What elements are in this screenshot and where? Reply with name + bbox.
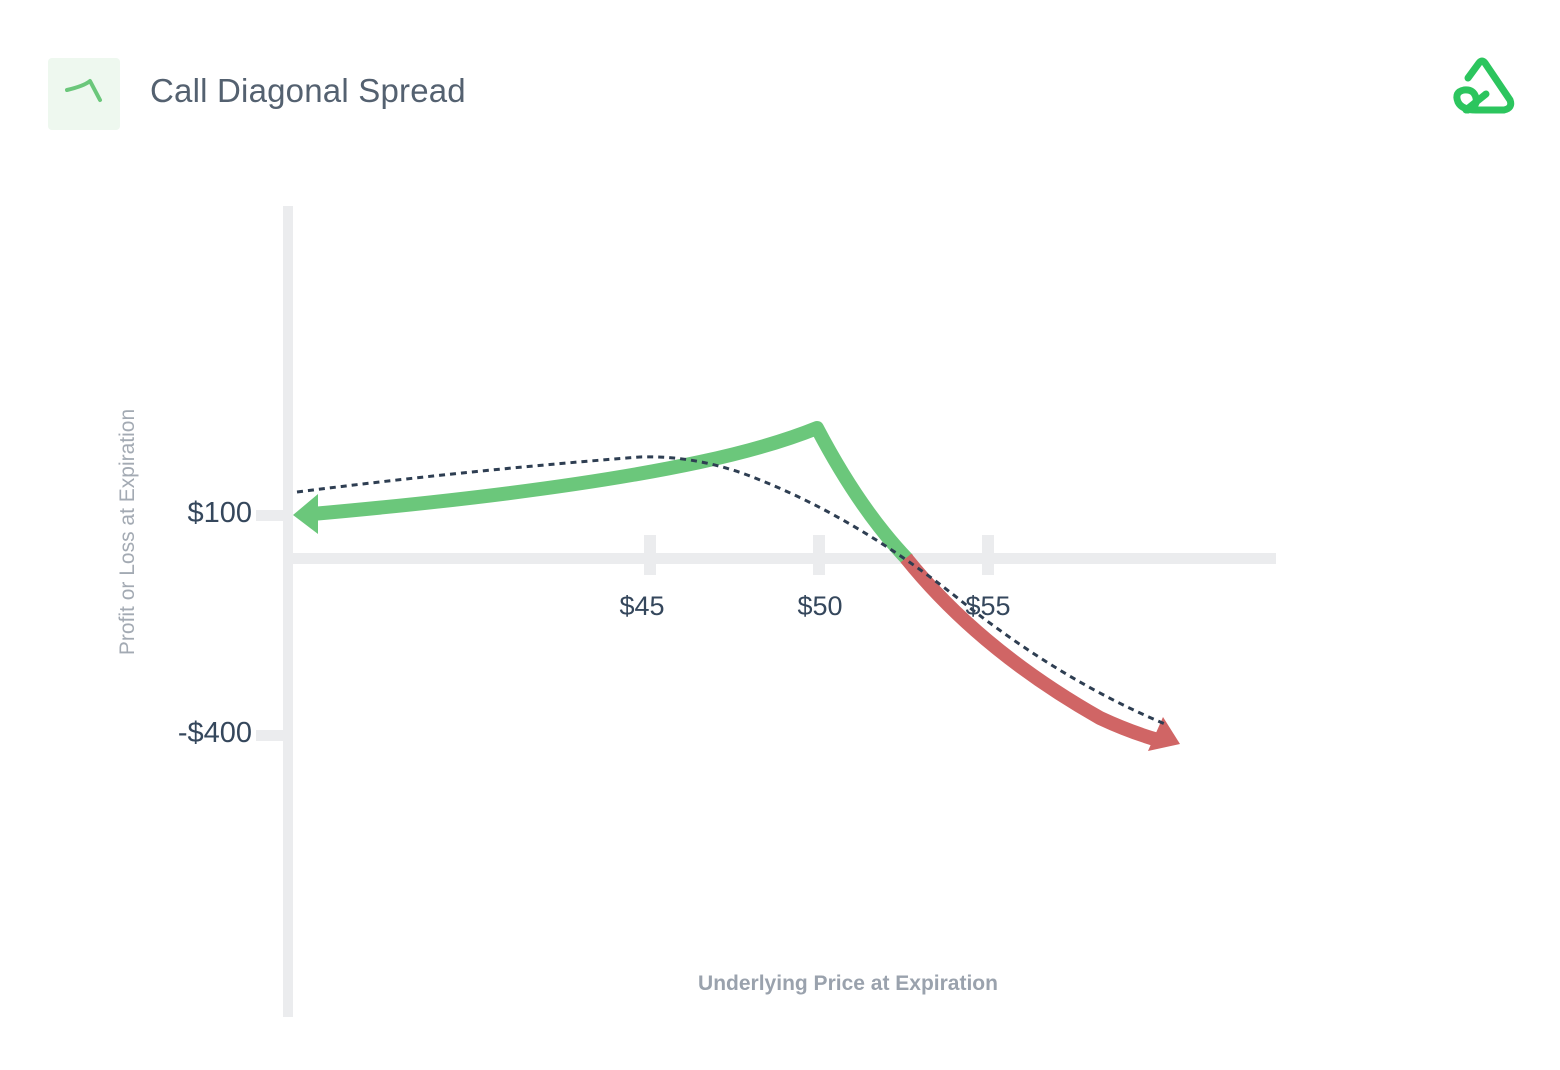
y-axis-label: Profit or Loss at Expiration: [116, 408, 139, 656]
profit-line: [311, 421, 914, 565]
x-axis-label: Underlying Price at Expiration: [698, 972, 998, 995]
x-tick-label-50: $50: [797, 591, 843, 621]
loss-line: [900, 553, 1160, 747]
strategy-icon-box: [48, 58, 120, 130]
y-tick-label-100: $100: [187, 497, 252, 529]
x-tick-55: [982, 535, 994, 575]
y-tick-neg400: [256, 730, 286, 741]
y-tick-label-neg400: -$400: [177, 717, 252, 749]
y-axis: [283, 206, 293, 1017]
x-axis: [288, 553, 1276, 564]
brand-logo-icon: [1453, 57, 1515, 114]
x-tick-45: [644, 535, 656, 575]
diagonal-payoff-icon: [65, 79, 102, 102]
pre-expiration-dotted-line: [296, 455, 1166, 726]
x-tick-label-45: $45: [619, 591, 665, 621]
y-tick-100: [256, 510, 286, 521]
page-title: Call Diagonal Spread: [150, 72, 466, 109]
x-tick-50: [813, 535, 825, 575]
left-arrowhead-icon: [293, 494, 318, 534]
x-tick-label-55: $55: [965, 591, 1011, 621]
right-arrowhead-icon: [1148, 717, 1180, 751]
